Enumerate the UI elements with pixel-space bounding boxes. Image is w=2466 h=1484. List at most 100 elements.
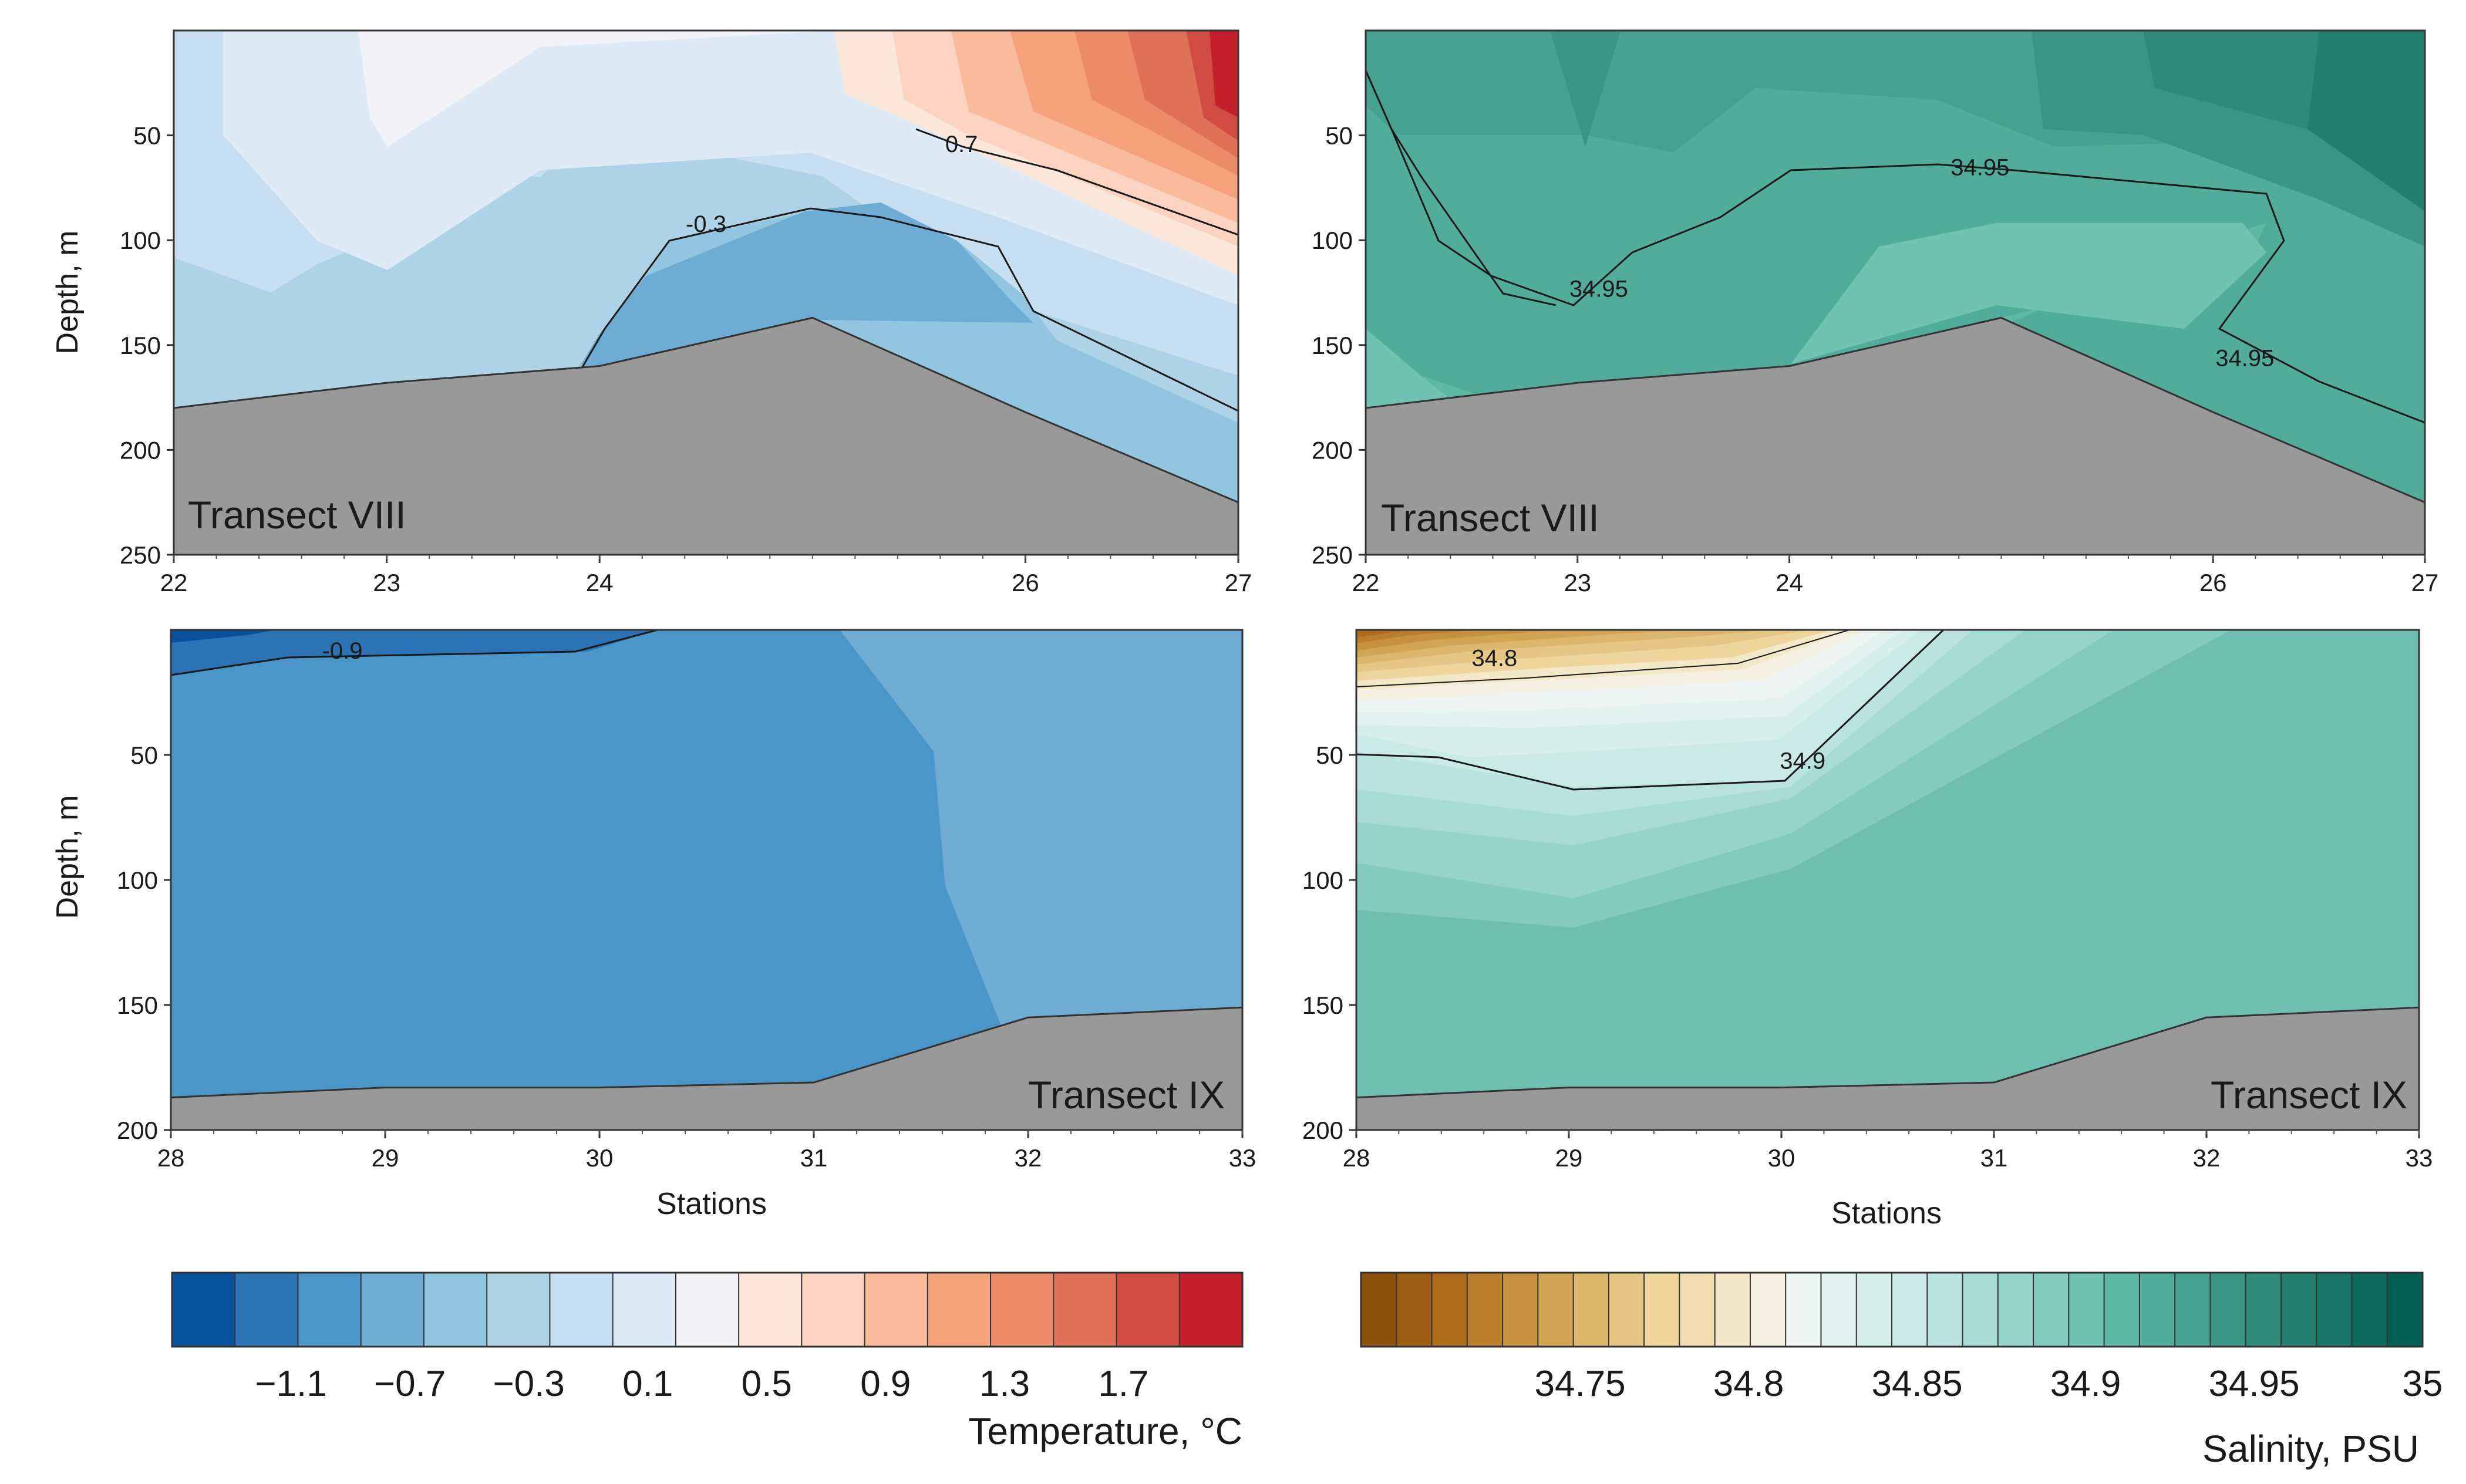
temp-ix-panel-label: Transect IX [1028,1073,1225,1117]
sal-viii-ytick-label: 50 [1325,122,1353,150]
temp-viii-ytick-label: 50 [133,122,161,150]
temp-ix-bottom [171,1006,1242,1130]
salinity-colorbar-swatch [1360,1272,1397,1347]
sal-ix-xtick-label: 28 [1343,1144,1370,1172]
temperature-colorbar-swatch [549,1272,614,1347]
sal-ix-contour-label: 34.8 [1471,646,1517,672]
sal-viii-isoline-34.95-upper [1366,70,2425,424]
temp-ix-xtick-label: 32 [1015,1144,1042,1172]
temperature-colorbar: −1.1 −0.7 −0.3 0.1 0.5 0.9 1.3 1.7 [171,1271,1244,1404]
temp-viii-ytick-label: 250 [120,541,161,569]
temp-ix-fill-lighter-right [840,630,1242,1051]
sal-ix-contour-label: 34.9 [1780,748,1825,774]
sal-ix-seafloor [1356,1006,2419,1130]
salinity-colorbar-swatch [1855,1272,1893,1347]
sal-ix-xlabel: Stations [1831,1196,1942,1230]
salinity-colorbar-tick-label: 34.95 [2208,1364,2299,1404]
sal-viii-xtick-label: 27 [2411,569,2439,596]
temperature-colorbar-title: Temperature, °C [968,1410,1242,1452]
salinity-colorbar-swatch [1572,1272,1610,1347]
temp-viii-ytick-label: 100 [120,227,161,254]
salinity-colorbar-swatch [1926,1272,1964,1347]
sal-viii-xtick-label: 22 [1352,569,1380,596]
sal-ix-panel-label: Transect IX [2211,1073,2407,1117]
temp-viii-fill-white [358,31,834,147]
temp-viii-frame [173,29,1239,556]
temperature-colorbar-tick-label: −1.1 [255,1364,326,1404]
temperature-colorbar-swatch [990,1272,1055,1347]
temp-ix-ytick-label: 200 [117,1117,158,1144]
sal-ix-ytick-label: 150 [1302,991,1343,1019]
temp-ix-xtick-label: 33 [1229,1144,1256,1172]
temp-ix-xtick-label: 30 [586,1144,614,1172]
sal-viii-seafloor [1366,316,2425,555]
salinity-colorbar-tick-label: 34.85 [1871,1364,1962,1404]
salinity-colorbar-swatch [1608,1272,1645,1347]
temp-ix-xtick-label: 28 [157,1144,185,1172]
salinity-colorbar-swatch [2174,1272,2211,1347]
salinity-colorbar-swatch [2103,1272,2141,1347]
sal-viii-xtick-label: 24 [1776,569,1803,596]
temp-ix-xtick-label: 31 [800,1144,828,1172]
temp-viii-axes: 22 23 24 26 27 50 100 150 200 250 [120,122,1252,596]
sal-viii-fill-darker [1550,31,1621,147]
temperature-colorbar-swatch [738,1272,803,1347]
temperature-colorbar-swatch [171,1272,236,1347]
temp-ix-xtick-label: 29 [372,1144,399,1172]
temp-viii-fill-warm-8 [1210,31,1238,117]
salinity-colorbar-tick-label: 35 [2403,1364,2443,1404]
sal-ix-xtick-label: 29 [1555,1144,1583,1172]
temp-ix-ytick-label: 50 [130,741,158,769]
temperature-colorbar-tick-label: 0.1 [622,1364,673,1404]
temperature-colorbar-tick-label: 0.9 [860,1364,911,1404]
temperature-colorbar-swatch [1116,1272,1181,1347]
salinity-colorbar-swatch [1431,1272,1468,1347]
sal-ix-xtick-label: 32 [2193,1144,2221,1172]
panel-salinity-transect-ix: 34.8 34.9 [1356,630,2419,1130]
temperature-colorbar-swatch [927,1272,992,1347]
salinity-colorbar-swatch [1643,1272,1680,1347]
salinity-colorbar-swatch [1396,1272,1433,1347]
salinity-colorbar-swatch [1820,1272,1858,1347]
salinity-colorbar-swatch [1749,1272,1787,1347]
temperature-colorbar-swatch [675,1272,740,1347]
temp-ix-fill-top-dark [171,630,658,675]
temp-ix-seafloor [171,1006,1242,1130]
salinity-colorbar-tick-label: 34.9 [2050,1364,2121,1404]
temperature-colorbar-tick-label: 1.7 [1098,1364,1148,1404]
temp-ix-ytick-label: 100 [117,866,158,894]
temp-viii-xtick-label: 22 [160,569,188,596]
temp-ix-fill-top-darkest [171,630,276,643]
salinity-colorbar-swatch [1537,1272,1575,1347]
temp-viii-contour-label: -0.3 [686,211,726,237]
temperature-colorbar-swatch [801,1272,866,1347]
temp-viii-xtick-label: 23 [373,569,400,596]
temp-viii-panel-label: Transect VIII [188,493,406,537]
temp-viii-xtick-label: 24 [586,569,614,596]
sal-ix-fill-band-16 [1356,630,1480,643]
salinity-colorbar-tick-label: 34.8 [1713,1364,1784,1404]
salinity-colorbar-swatch [2316,1272,2353,1347]
temp-viii-bottom [174,316,1238,555]
temperature-colorbar-swatch [234,1272,299,1347]
sal-ix-ytick-label: 50 [1316,741,1343,769]
temperature-colorbar-tick-label: −0.7 [374,1364,446,1404]
sal-ix-isoline-34.9 [1356,630,1945,791]
sal-ix-isoline-34.8 [1356,630,1850,687]
salinity-colorbar-swatch [1714,1272,1751,1347]
sal-viii-contour-labels: 34.95 34.95 34.95 [1569,154,2275,371]
salinity-colorbar-swatch [2209,1272,2247,1347]
panel-temperature-transect-ix: -0.9 [171,630,1242,1130]
sal-ix-bottom [1356,1006,2419,1130]
sal-ix-ytick-label: 100 [1302,866,1343,894]
sal-ix-xtick-label: 30 [1768,1144,1795,1172]
salinity-colorbar-swatch [1891,1272,1928,1347]
temperature-colorbar-swatch [1178,1272,1244,1347]
salinity-colorbar-swatch [2033,1272,2070,1347]
salinity-colorbar-tick-label: 34.75 [1535,1364,1626,1404]
salinity-colorbar-swatch [2351,1272,2388,1347]
sal-ix-fill-band-17 [1356,630,1421,638]
salinity-colorbar-swatch [2138,1272,2176,1347]
salinity-colorbar-swatch [1785,1272,1822,1347]
